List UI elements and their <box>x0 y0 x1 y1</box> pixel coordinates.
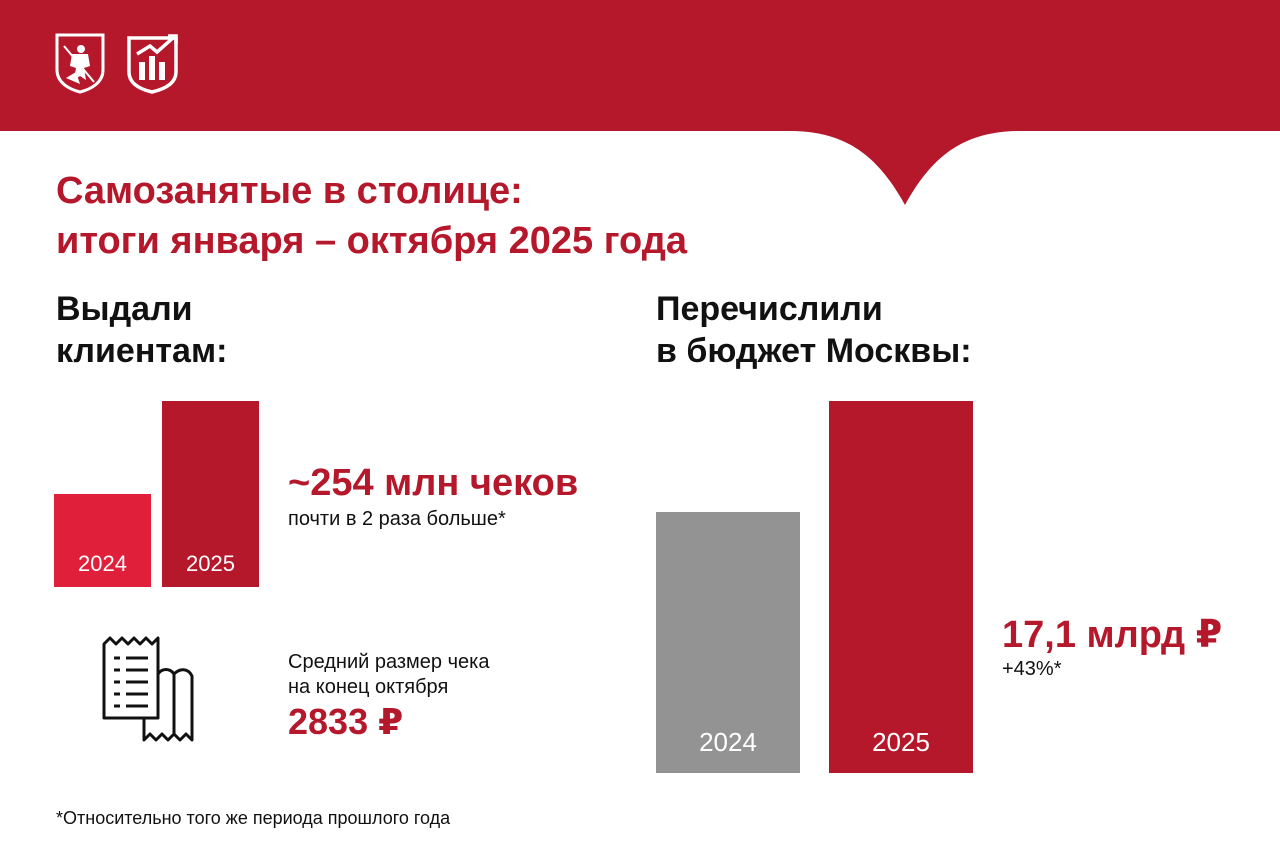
receipts-bar-label-2024: 2024 <box>78 551 127 576</box>
chart-growth-shield-icon <box>126 32 182 94</box>
footnote: *Относительно того же периода прошлого г… <box>56 808 451 828</box>
budget-chart-title-line-2: в бюджет Москвы: <box>656 332 972 370</box>
header-band <box>0 0 1280 205</box>
average-check-label-line-2: на конец октября <box>288 676 449 698</box>
budget-bar-2025 <box>829 401 973 773</box>
receipts-bar-label-2025: 2025 <box>186 551 235 576</box>
budget-growth-note: +43%* <box>1002 658 1062 680</box>
receipts-chart-title: Выдали клиентам: <box>56 288 227 372</box>
budget-bar-label-2024: 2024 <box>699 727 757 757</box>
receipts-chart-title-line-1: Выдали <box>56 290 193 328</box>
budget-value: 17,1 млрд ₽ <box>1002 614 1223 656</box>
budget-chart-title: Перечислили в бюджет Москвы: <box>656 288 972 372</box>
page-title-line-2: итоги января – октября 2025 года <box>56 220 687 262</box>
receipts-bar-2025 <box>162 401 259 587</box>
page-title-line-1: Самозанятые в столице: <box>56 170 523 212</box>
average-check-label: Средний размер чека на конец октября <box>288 650 489 700</box>
average-check-value: 2833 ₽ <box>288 701 404 742</box>
receipt-icon <box>96 634 206 746</box>
page-title: Самозанятые в столице: итоги января – ок… <box>56 166 687 266</box>
moscow-coat-of-arms-icon <box>54 32 106 94</box>
budget-bar-2024 <box>656 512 800 773</box>
receipts-bar-2024 <box>54 494 151 587</box>
receipts-value: ~254 млн чеков <box>288 462 579 504</box>
receipts-growth-note: почти в 2 раза больше* <box>288 508 506 530</box>
budget-bar-label-2025: 2025 <box>872 727 930 757</box>
average-check-label-line-1: Средний размер чека <box>288 651 490 673</box>
receipts-chart-title-line-2: клиентам: <box>56 332 228 370</box>
budget-chart-title-line-1: Перечислили <box>656 290 883 328</box>
